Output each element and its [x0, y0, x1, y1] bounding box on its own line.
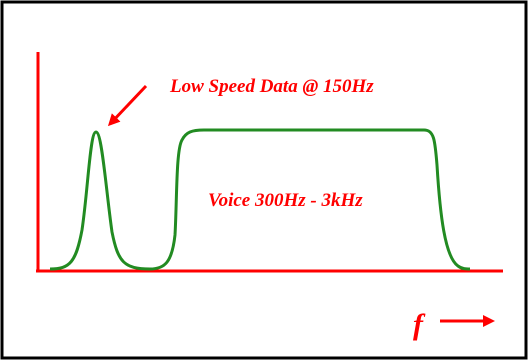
low-speed-label: Low Speed Data @ 150Hz [169, 76, 374, 97]
low-speed-data-curve [49, 130, 151, 271]
frequency-axis-label: f [413, 308, 426, 341]
voice-label: Voice 300Hz - 3kHz [208, 190, 363, 211]
arrow-down-left-icon [107, 84, 148, 127]
voice-band-curve [149, 128, 471, 271]
